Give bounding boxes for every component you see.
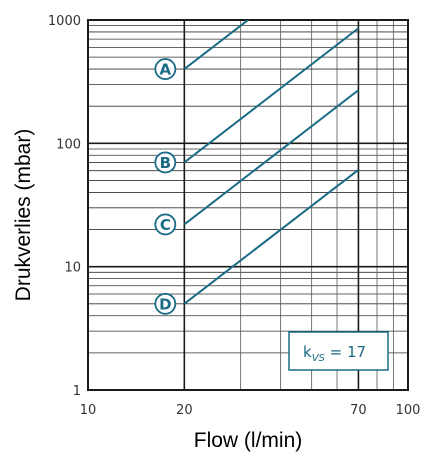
x-tick-label: 70 — [350, 403, 367, 418]
y-axis-title: Drukverlies (mbar) — [12, 129, 35, 302]
series-label-a: A — [160, 61, 172, 79]
y-tick-label: 10 — [64, 261, 81, 276]
series-line-c — [183, 89, 360, 226]
kvs-annotation: kVS = 17 — [288, 331, 389, 371]
series-marker-d — [154, 292, 177, 315]
series-label-c: C — [160, 216, 171, 234]
x-tick-labels: 10 20 70 100 — [80, 403, 421, 418]
series-marker-c — [154, 213, 177, 236]
series-line-b — [183, 27, 360, 164]
series-label-d: D — [159, 295, 171, 313]
y-tick-labels: 1 10 100 1000 — [48, 14, 81, 399]
series-layer: A B C D — [154, 20, 360, 315]
y-tick-label: 100 — [56, 137, 81, 152]
x-tick-label: 20 — [176, 403, 193, 418]
series-marker-b — [154, 151, 177, 174]
series-marker-a — [154, 58, 177, 80]
x-tick-label: 10 — [80, 403, 97, 418]
series-line-d — [183, 169, 360, 305]
kvs-text: kVS = 17 — [303, 343, 366, 364]
x-tick-label: 100 — [396, 403, 421, 418]
series-label-b: B — [160, 154, 171, 172]
y-tick-label: 1000 — [48, 14, 81, 29]
x-axis-title: Flow (l/min) — [194, 429, 303, 452]
kvs-box — [288, 331, 389, 371]
y-tick-label: 1 — [73, 384, 81, 399]
grid-major — [88, 20, 408, 390]
series-line-a — [183, 20, 250, 70]
